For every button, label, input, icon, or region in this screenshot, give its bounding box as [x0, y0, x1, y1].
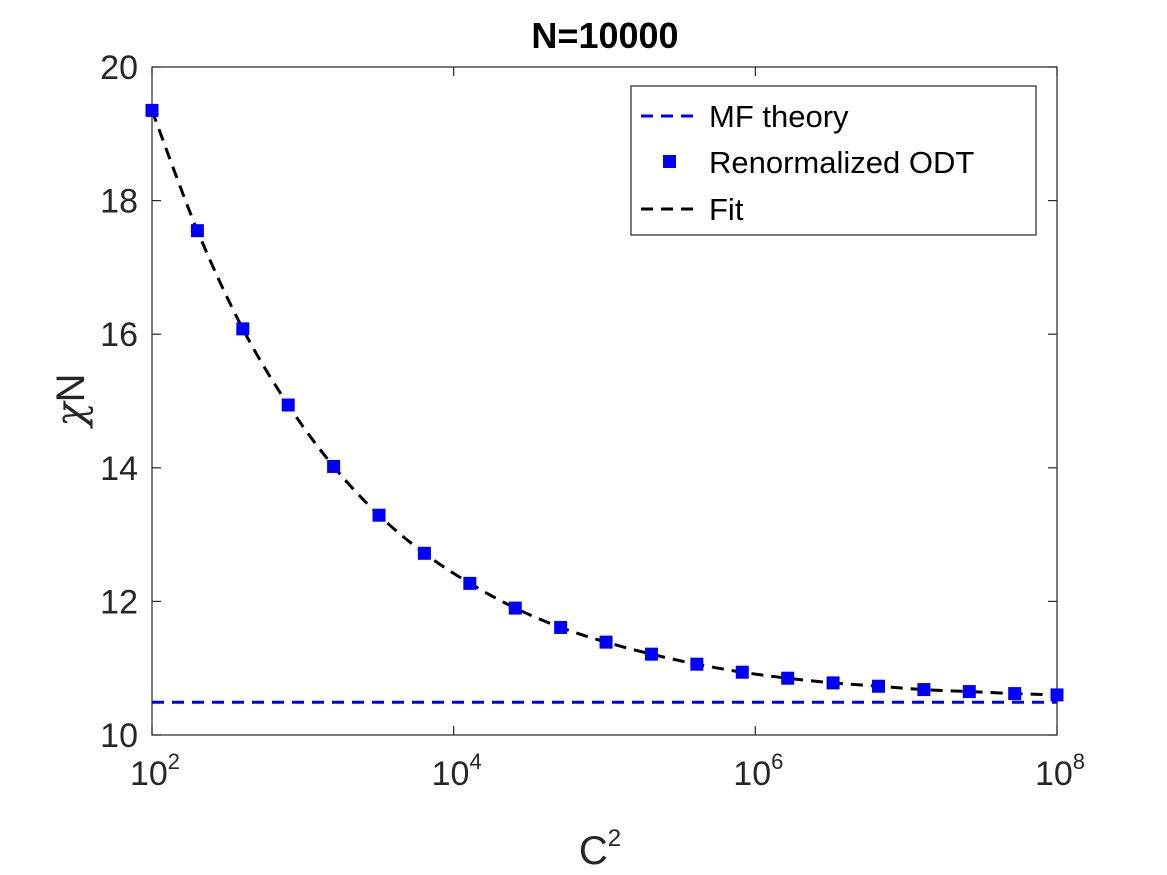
- renormalized-odt-point: [508, 601, 522, 615]
- x-axis-label-base: C: [579, 829, 608, 873]
- x-axis-label-sup: 2: [608, 825, 621, 852]
- x-tick-label-exponent: 4: [469, 749, 481, 774]
- chart-title: N=10000: [531, 15, 678, 56]
- renormalized-odt-point: [463, 576, 477, 590]
- renormalized-odt-point: [781, 671, 795, 685]
- x-tick-label-base: 10: [733, 755, 771, 793]
- legend-label-mf-theory: MF theory: [709, 99, 849, 134]
- y-tick-label: 12: [100, 583, 138, 621]
- x-tick-label-exponent: 6: [771, 749, 783, 774]
- x-axis-ticks: 102 104 106 108: [130, 67, 1085, 793]
- renormalized-odt-point: [372, 508, 386, 522]
- y-tick-label: 18: [100, 183, 138, 221]
- renormalized-odt-point: [554, 620, 568, 634]
- renormalized-odt-point: [327, 459, 341, 473]
- x-tick-label-exponent: 8: [1073, 749, 1085, 774]
- renormalized-odt-point: [826, 676, 840, 690]
- renormalized-odt-point: [644, 647, 658, 661]
- fit-line: [150, 109, 1058, 697]
- renormalized-odt-point: [871, 679, 885, 693]
- renormalized-odt-point: [735, 665, 749, 679]
- x-tick-label: 106: [733, 749, 783, 793]
- y-tick-label: 16: [100, 316, 138, 354]
- legend-box: [630, 85, 1037, 236]
- y-axis-label: χN: [48, 373, 94, 429]
- x-tick-label-exponent: 2: [168, 749, 180, 774]
- x-axis-label: C2: [579, 825, 621, 873]
- renormalized-odt-point: [690, 657, 704, 671]
- renormalized-odt-point: [962, 685, 976, 699]
- renormalized-odt-point: [417, 546, 431, 560]
- renormalized-odt-point: [145, 103, 159, 117]
- y-tick-label: 14: [100, 450, 138, 488]
- renormalized-odt-point: [236, 322, 250, 336]
- renormalized-odt-point: [281, 398, 295, 412]
- x-tick-label: 102: [130, 749, 180, 793]
- x-tick-label-base: 10: [130, 755, 168, 793]
- renormalized-odt-point: [917, 683, 931, 697]
- renormalized-odt-point: [1008, 687, 1022, 701]
- legend: MF theory Renormalized ODT Fit: [630, 85, 1037, 236]
- y-axis-label-greek: χ: [48, 400, 94, 430]
- renormalized-odt-point: [1050, 688, 1064, 702]
- legend-swatch-renormalized-odt: [663, 155, 676, 168]
- y-axis-ticks: 10 12 14 16 18 20: [100, 49, 1057, 755]
- y-tick-label: 20: [100, 49, 138, 87]
- x-tick-label-base: 10: [432, 755, 470, 793]
- series-layer: [145, 103, 1064, 704]
- x-tick-label-base: 10: [1035, 755, 1073, 793]
- y-axis-label-rest: N: [49, 373, 93, 402]
- renormalized-odt-point: [599, 635, 613, 649]
- renormalized-odt-point: [190, 224, 204, 238]
- x-tick-label: 104: [432, 749, 482, 793]
- x-tick-label: 108: [1035, 749, 1085, 793]
- y-tick-label: 10: [100, 717, 138, 755]
- legend-label-renormalized-odt: Renormalized ODT: [709, 145, 974, 180]
- legend-label-fit: Fit: [709, 192, 744, 227]
